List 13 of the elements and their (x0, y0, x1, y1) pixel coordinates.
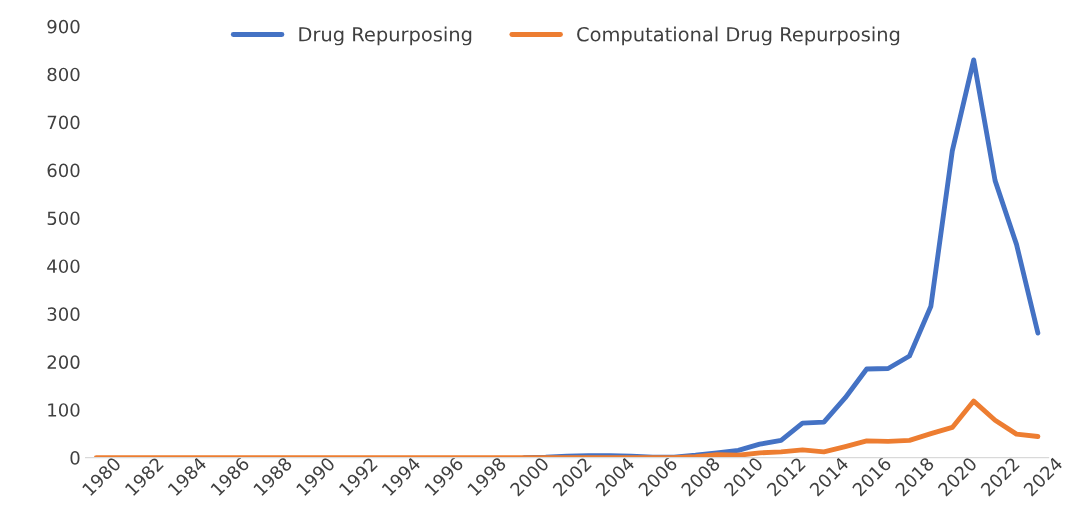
y-tick-label: 900 (47, 19, 80, 34)
y-tick-label: 100 (48, 403, 80, 417)
y-tick-label: 700 (47, 115, 80, 130)
y-tick-label: 500 (47, 211, 80, 226)
y-tick-label: 400 (47, 259, 80, 274)
y-tick-label: 300 (47, 307, 80, 321)
y-tick-label: 800 (47, 67, 80, 82)
y-tick-label: 600 (47, 163, 80, 178)
y-tick-label: 0 (70, 451, 80, 465)
line-series (93, 398, 1041, 458)
legend-label: Drug Repurposing (299, 26, 472, 46)
legend-label: Computational Drug Repurposing (577, 26, 900, 46)
y-tick-label: 200 (47, 355, 80, 369)
